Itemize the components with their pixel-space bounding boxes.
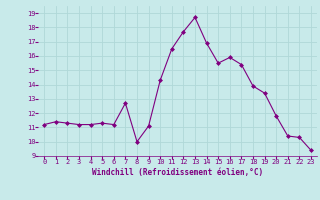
X-axis label: Windchill (Refroidissement éolien,°C): Windchill (Refroidissement éolien,°C)	[92, 168, 263, 177]
